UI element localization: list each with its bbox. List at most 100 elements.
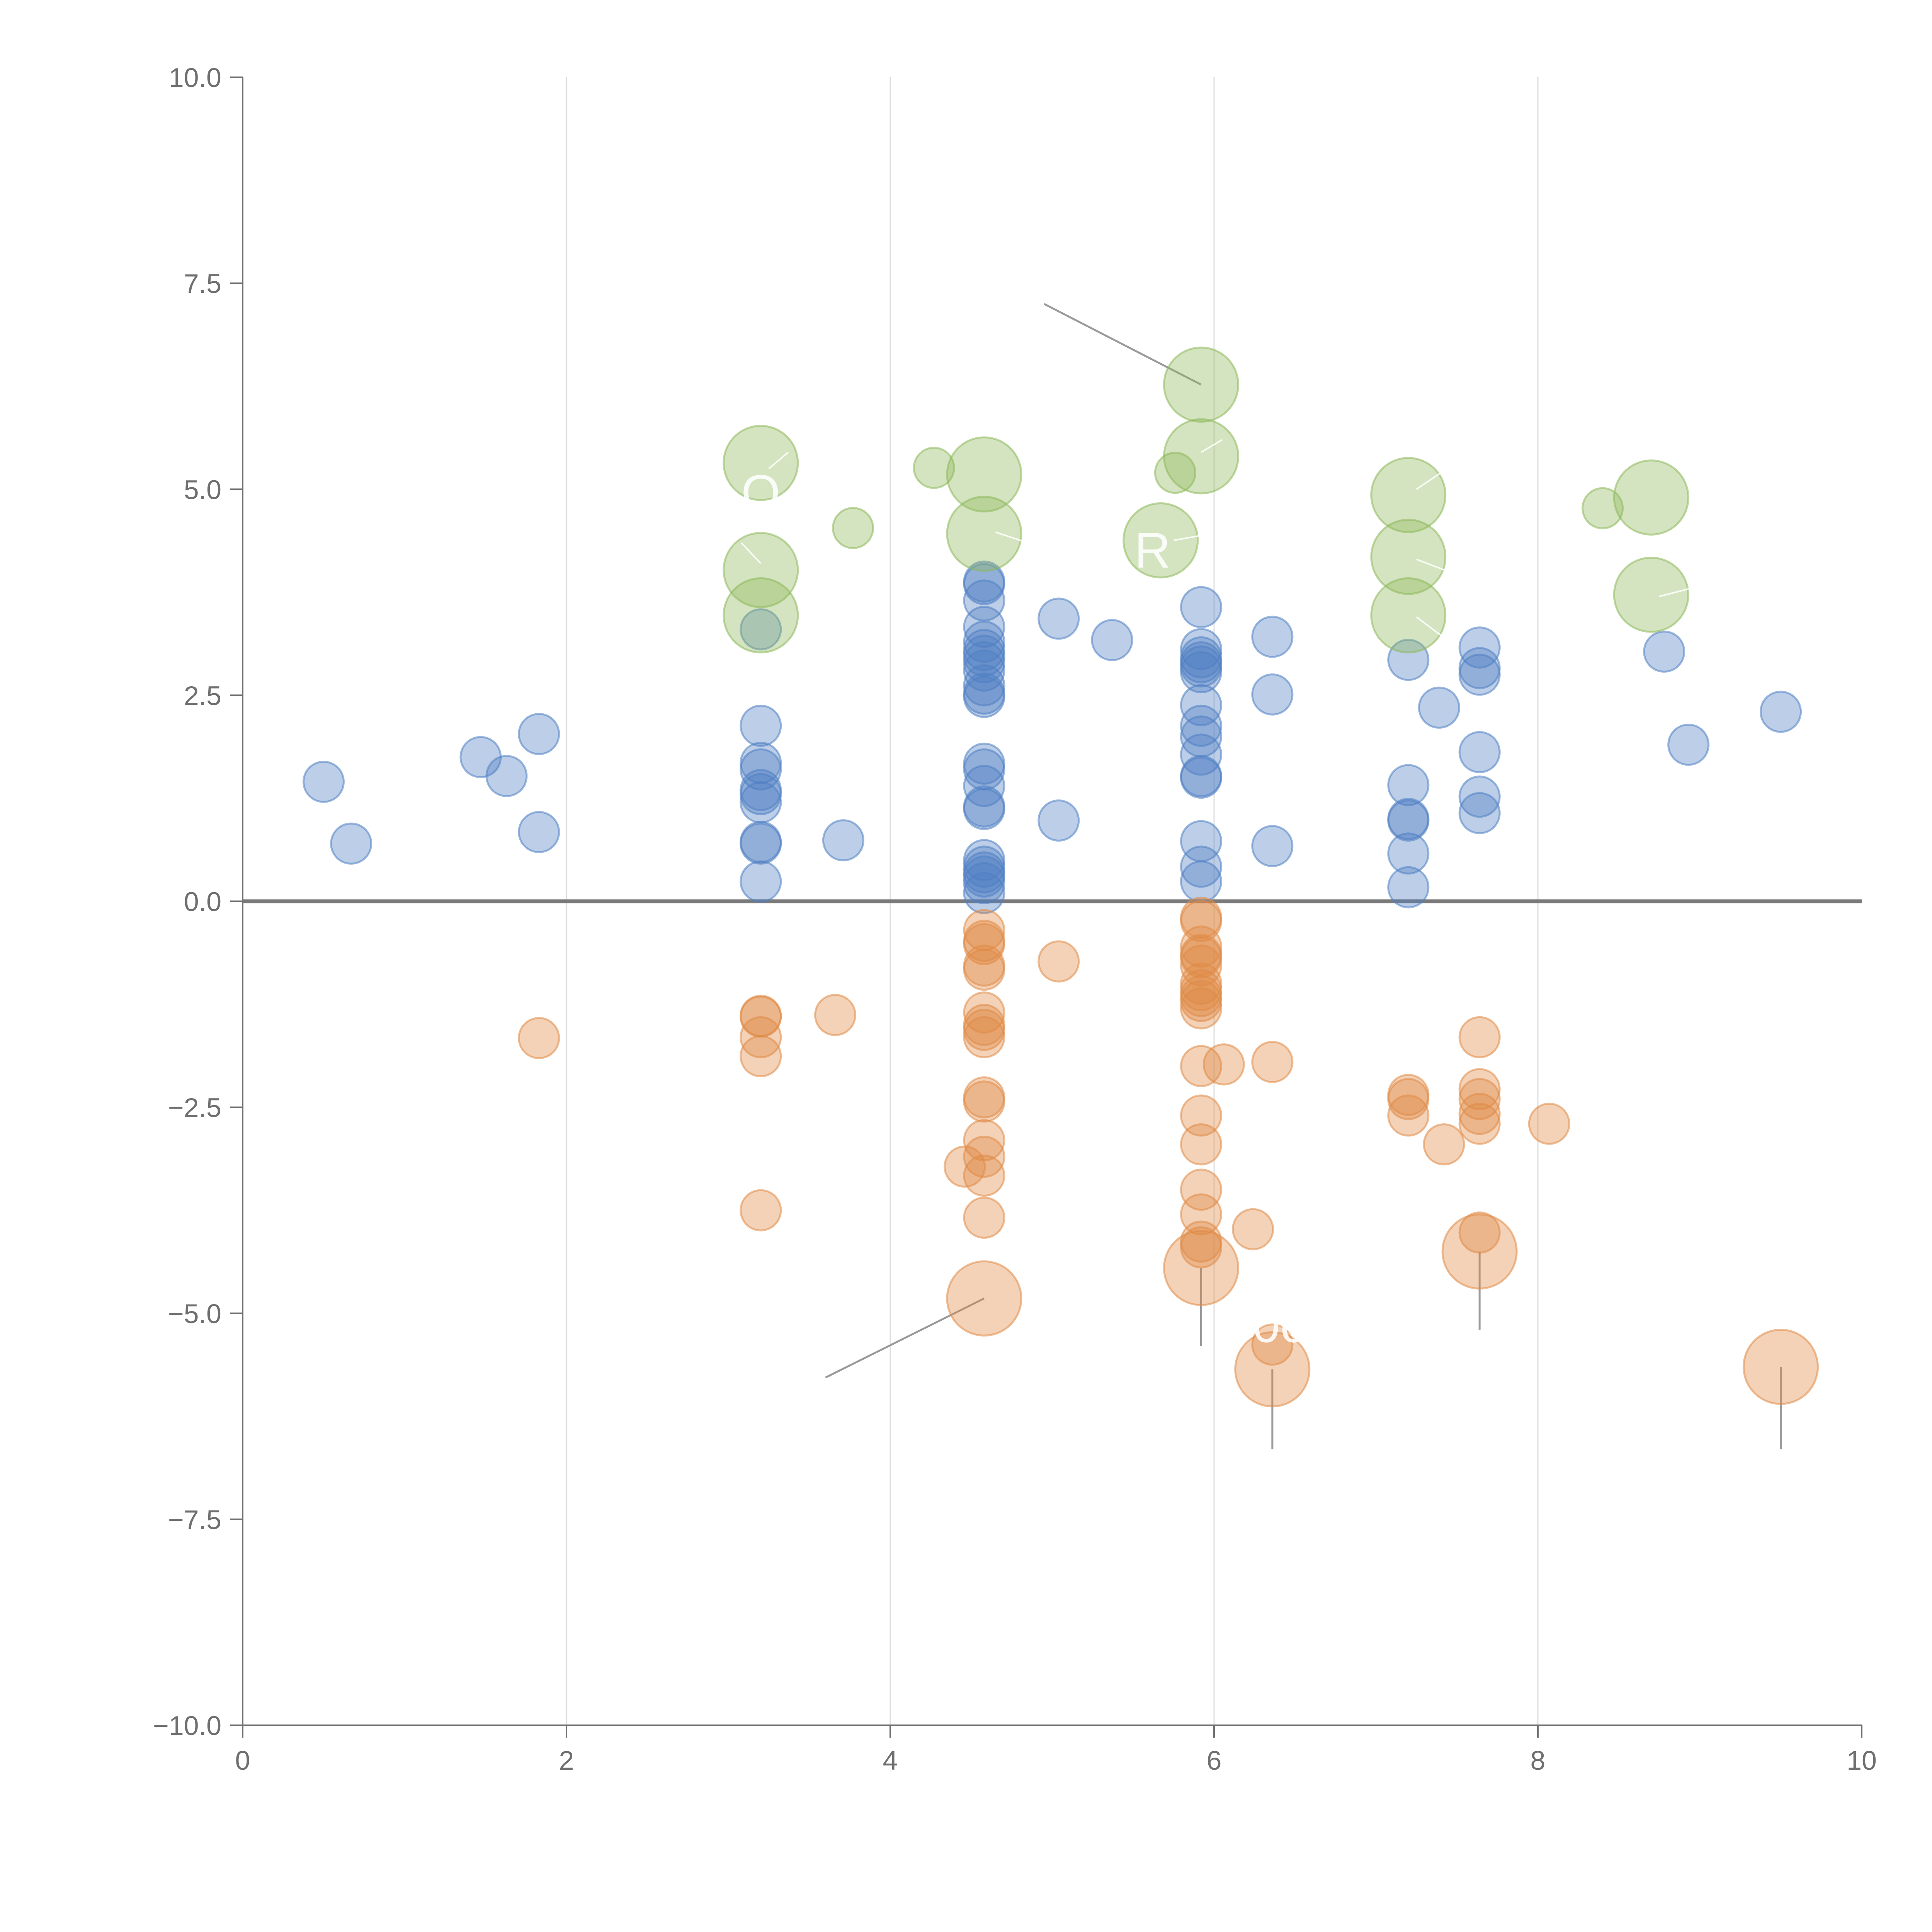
green-point: [1163, 346, 1239, 423]
blue-point: [1180, 845, 1222, 888]
blue-point: [963, 563, 1005, 605]
orange-point: [1180, 1094, 1222, 1137]
blue-point: [963, 579, 1005, 622]
blue-point: [1387, 866, 1430, 908]
blue-point: [1037, 799, 1080, 842]
white-leader-line: [1201, 439, 1223, 453]
orange-point: [1163, 1230, 1239, 1306]
green-point: [1613, 459, 1689, 536]
blue-point: [1091, 619, 1133, 661]
blue-point: [1180, 704, 1222, 747]
y-tick-label: 5.0: [184, 474, 221, 505]
x-tick-label: 8: [1531, 1745, 1546, 1776]
orange-point: [1458, 1093, 1501, 1135]
orange-point: [1180, 900, 1222, 942]
blue-point: [1643, 630, 1685, 673]
orange-point: [963, 1196, 1005, 1239]
orange-point: [1180, 987, 1222, 1030]
orange-point: [740, 1035, 782, 1077]
orange-point: [1251, 1041, 1294, 1083]
blue-point: [1387, 832, 1430, 875]
green-point: [1613, 556, 1689, 633]
blue-point: [963, 605, 1005, 648]
annotation-leaders: [825, 303, 1782, 1449]
orange-point: [1202, 1043, 1245, 1086]
faint-annotation-label: 0c: [1252, 1296, 1305, 1353]
annotation-leader-line: [1043, 303, 1202, 386]
orange-point: [1458, 1078, 1501, 1120]
blue-point: [1180, 757, 1222, 799]
annotation-leader-line: [825, 1298, 985, 1379]
blue-point: [740, 860, 782, 903]
x-tick-label: 10: [1847, 1745, 1877, 1776]
blue-point: [518, 713, 560, 755]
green-point: [1370, 577, 1447, 654]
blue-point: [1458, 776, 1501, 818]
data-points: [303, 346, 1819, 1408]
orange-point: [963, 1155, 1005, 1197]
blue-point: [963, 676, 1005, 718]
orange-point: [1458, 1016, 1501, 1058]
y-tick-label: 0.0: [184, 887, 221, 917]
blue-point: [740, 781, 782, 824]
blue-point: [1760, 690, 1802, 733]
faint-annotation-label: R: [1134, 522, 1171, 578]
orange-point: [944, 1145, 986, 1188]
green-point: [946, 495, 1022, 572]
white-leader-line: [768, 451, 789, 469]
green-point: [1370, 457, 1447, 533]
orange-point: [1458, 1068, 1501, 1111]
orange-point: [518, 1017, 560, 1059]
blue-point: [1458, 653, 1501, 696]
blue-point: [1667, 723, 1710, 766]
x-tick-label: 4: [883, 1745, 898, 1776]
green-point: [832, 507, 874, 549]
blue-point: [1180, 733, 1222, 776]
orange-point: [1180, 944, 1222, 987]
orange-point: [1423, 1123, 1465, 1166]
white-leader-line: [1416, 558, 1449, 573]
faint-annotation-label: O: [741, 464, 780, 521]
green-point: [723, 532, 799, 608]
white-leader-line: [1659, 587, 1692, 597]
orange-point: [740, 1016, 782, 1058]
y-tick-label: −10.0: [153, 1711, 221, 1741]
orange-point: [1180, 1123, 1222, 1166]
x-tick-label: 2: [559, 1745, 574, 1776]
blue-point: [518, 811, 560, 853]
white-leader-line: [995, 531, 1028, 544]
x-tick-label: 0: [235, 1745, 250, 1776]
orange-point: [1387, 1078, 1430, 1120]
orange-point: [1180, 1226, 1222, 1269]
orange-point: [1234, 1331, 1311, 1408]
orange-point: [1180, 1168, 1222, 1211]
green-point: [1582, 487, 1624, 529]
orange-point: [740, 1189, 782, 1231]
white-leader-line: [741, 542, 762, 564]
tick-labels: 10.0 7.5 5.0 2.5 0.0 −2.5 −5.0 −7.5 −10.0 0 2 4 6 8 10: [153, 63, 1877, 1776]
orange-point: [963, 948, 1005, 991]
blue-point: [1251, 825, 1294, 867]
blue-point: [740, 822, 782, 865]
green-point: [723, 577, 799, 654]
orange-point: [1441, 1213, 1518, 1290]
blue-point: [1387, 764, 1430, 806]
orange-point: [963, 1136, 1005, 1178]
y-tick-label: −7.5: [168, 1505, 221, 1535]
white-leaders: O R 0c: [741, 439, 1692, 1353]
blue-point: [963, 788, 1005, 830]
blue-point: [740, 704, 782, 747]
blue-point: [303, 760, 345, 803]
x-tick-label: 6: [1207, 1745, 1222, 1776]
blue-point: [1418, 686, 1460, 729]
blue-point: [1387, 799, 1430, 842]
orange-point: [1387, 1094, 1430, 1137]
blue-point: [485, 755, 528, 797]
blue-point: [1251, 616, 1294, 658]
orange-point: [1180, 1045, 1222, 1087]
orange-point: [946, 1260, 1022, 1337]
blue-point: [1180, 586, 1222, 628]
blue-point: [740, 608, 782, 651]
blue-point: [1387, 639, 1430, 681]
